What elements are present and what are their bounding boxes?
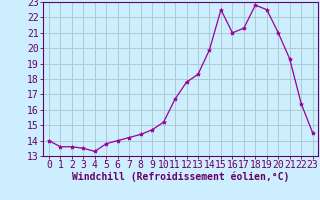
X-axis label: Windchill (Refroidissement éolien,°C): Windchill (Refroidissement éolien,°C)	[72, 172, 290, 182]
